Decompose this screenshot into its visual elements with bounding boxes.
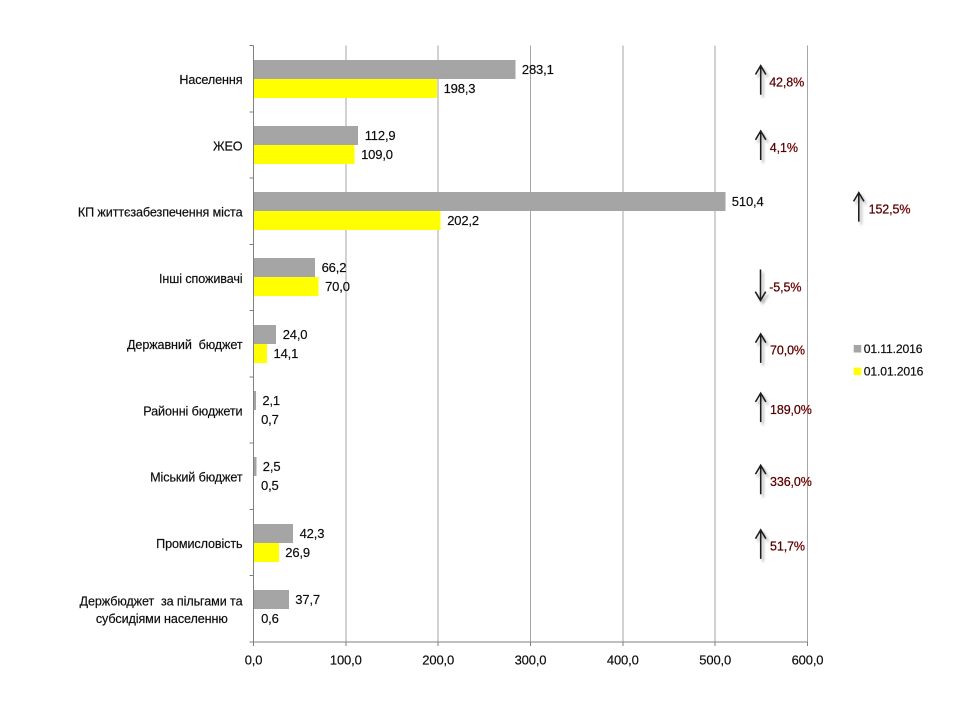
svg-text:Районні бюджети: Районні бюджети [143, 404, 242, 418]
svg-text:0,7: 0,7 [261, 412, 279, 427]
svg-text:202,2: 202,2 [447, 213, 479, 228]
svg-text:КП життєзабезпечення міста: КП життєзабезпечення міста [78, 206, 243, 220]
svg-text:51,7%: 51,7% [770, 540, 805, 554]
svg-text:198,3: 198,3 [444, 81, 476, 96]
svg-text:01.11.2016: 01.11.2016 [864, 342, 923, 356]
svg-text:2,5: 2,5 [263, 459, 281, 474]
svg-text:189,0%: 189,0% [770, 403, 812, 417]
svg-text:112,9: 112,9 [365, 128, 396, 143]
svg-text:0,5: 0,5 [261, 478, 279, 493]
svg-text:42,3: 42,3 [300, 526, 325, 541]
svg-text:109,0: 109,0 [361, 147, 393, 162]
svg-text:37,7: 37,7 [295, 592, 320, 607]
svg-text:Промисловість: Промисловість [156, 537, 243, 551]
svg-text:42,8%: 42,8% [769, 76, 804, 90]
svg-text:510,4: 510,4 [732, 194, 764, 209]
svg-text:300,0: 300,0 [515, 653, 547, 668]
svg-text:субсидіями населенню: субсидіями населенню [96, 612, 228, 626]
svg-text:66,2: 66,2 [322, 260, 347, 275]
svg-text:-5,5%: -5,5% [769, 280, 801, 294]
svg-text:24,0: 24,0 [283, 327, 308, 342]
svg-text:336,0%: 336,0% [770, 475, 812, 489]
svg-text:Міський бюджет: Міський бюджет [150, 471, 243, 485]
svg-text:Державний бюджет: Державний бюджет [127, 338, 243, 352]
svg-text:2,1: 2,1 [262, 393, 280, 408]
svg-text:0,0: 0,0 [245, 653, 263, 668]
svg-text:Населення: Населення [179, 73, 242, 87]
svg-text:100,0: 100,0 [330, 653, 362, 668]
svg-text:01.01.2016: 01.01.2016 [864, 364, 924, 378]
svg-text:70,0%: 70,0% [770, 344, 805, 358]
svg-text:283,1: 283,1 [522, 62, 554, 77]
svg-text:26,9: 26,9 [285, 545, 310, 560]
svg-text:0,6: 0,6 [261, 611, 279, 626]
svg-text:Держбюджет за пільгами та: Держбюджет за пільгами та [80, 595, 243, 609]
svg-text:4,1%: 4,1% [770, 141, 798, 155]
svg-text:400,0: 400,0 [607, 653, 639, 668]
svg-text:152,5%: 152,5% [869, 202, 911, 216]
svg-text:200,0: 200,0 [422, 653, 454, 668]
svg-text:70,0: 70,0 [325, 279, 350, 294]
svg-text:Інші споживачі: Інші споживачі [159, 272, 243, 286]
svg-text:14,1: 14,1 [274, 346, 299, 361]
svg-text:500,0: 500,0 [699, 653, 731, 668]
svg-text:600,0: 600,0 [792, 653, 824, 668]
svg-text:ЖЕО: ЖЕО [213, 139, 243, 153]
